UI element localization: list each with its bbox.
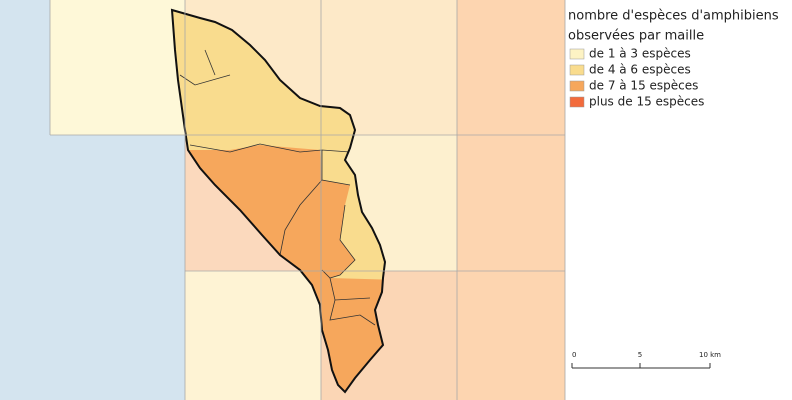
legend-label: plus de 15 espèces bbox=[589, 95, 704, 109]
legend-swatch bbox=[569, 64, 585, 76]
legend-swatch bbox=[569, 96, 585, 108]
legend-swatch bbox=[569, 48, 585, 60]
legend-title: observées par maille bbox=[568, 29, 704, 44]
legend-label: de 1 à 3 espèces bbox=[589, 47, 691, 61]
scale-bar: 0 5 10 km bbox=[571, 351, 721, 369]
grid bbox=[49, 0, 566, 400]
scale-label: 0 bbox=[572, 351, 576, 359]
legend: nombre d'espèces d'amphibiens observées p… bbox=[568, 9, 779, 109]
legend-label: de 4 à 6 espèces bbox=[589, 63, 691, 77]
scale-label: 10 km bbox=[699, 351, 721, 359]
legend-label: de 7 à 15 espèces bbox=[589, 79, 698, 93]
legend-swatch bbox=[569, 80, 585, 92]
legend-title: nombre d'espèces d'amphibiens bbox=[568, 9, 779, 24]
scale-label: 5 bbox=[638, 351, 642, 359]
